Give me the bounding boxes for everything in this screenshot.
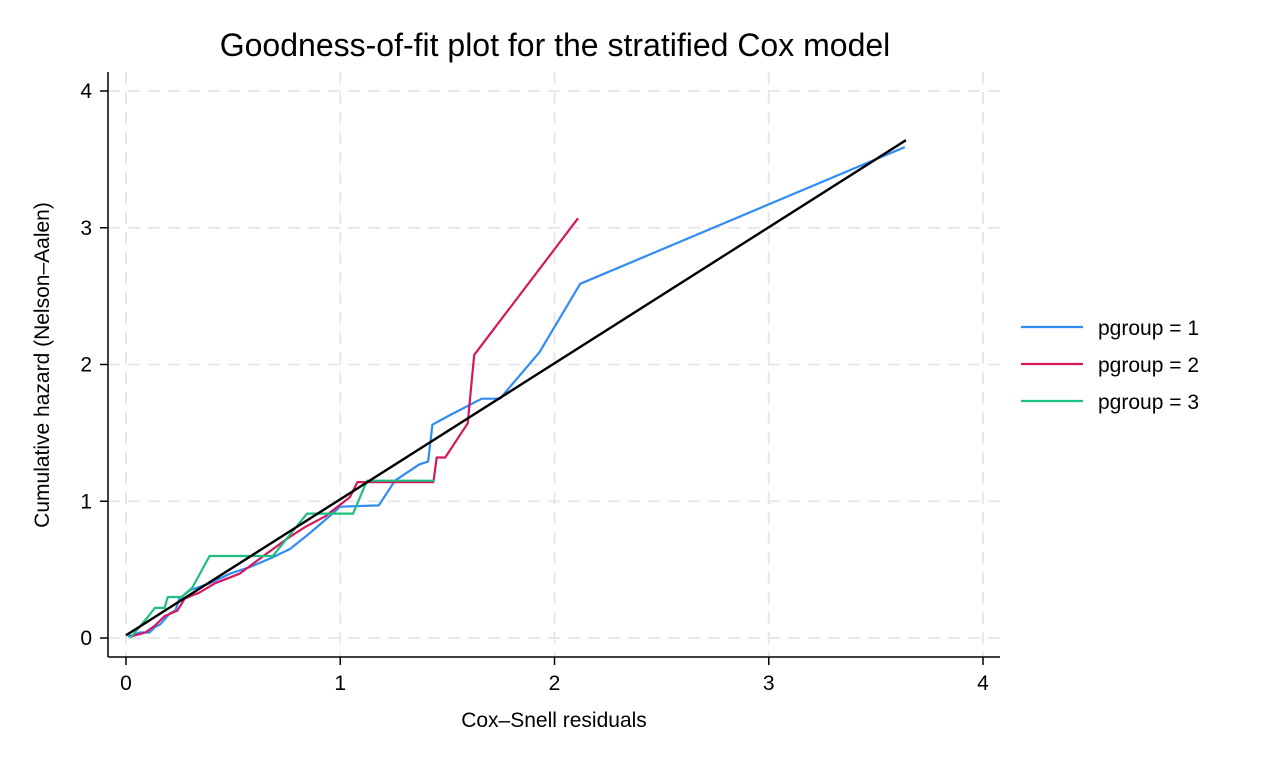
legend: pgroup = 1 pgroup = 2 pgroup = 3 — [1021, 317, 1199, 414]
grid — [108, 72, 1000, 657]
x-tick-label: 3 — [763, 672, 775, 695]
y-tick-label: 0 — [80, 627, 92, 650]
x-tick-label: 4 — [977, 672, 989, 695]
x-axis-label: Cox–Snell residuals — [461, 709, 647, 732]
series-line-pgroup-2 — [130, 217, 579, 638]
reference-line — [125, 139, 907, 637]
y-tick-label: 4 — [80, 80, 92, 103]
y-axis-label: Cumulative hazard (Nelson–Aalen) — [31, 202, 54, 528]
y-tick-label: 3 — [80, 217, 92, 240]
legend-label: pgroup = 3 — [1098, 391, 1199, 414]
series-lines — [125, 139, 907, 639]
x-tick-label: 2 — [549, 672, 561, 695]
x-tick-label: 0 — [120, 672, 132, 695]
x-tick-label: 1 — [334, 672, 346, 695]
y-tick-label: 1 — [80, 490, 92, 513]
series-line-pgroup-1 — [127, 146, 906, 638]
chart-title: Goodness-of-fit plot for the stratified … — [220, 27, 891, 63]
y-tick-label: 2 — [80, 354, 92, 377]
legend-label: pgroup = 2 — [1098, 354, 1199, 377]
series-line-pgroup-3 — [129, 479, 435, 639]
legend-label: pgroup = 1 — [1098, 317, 1199, 340]
